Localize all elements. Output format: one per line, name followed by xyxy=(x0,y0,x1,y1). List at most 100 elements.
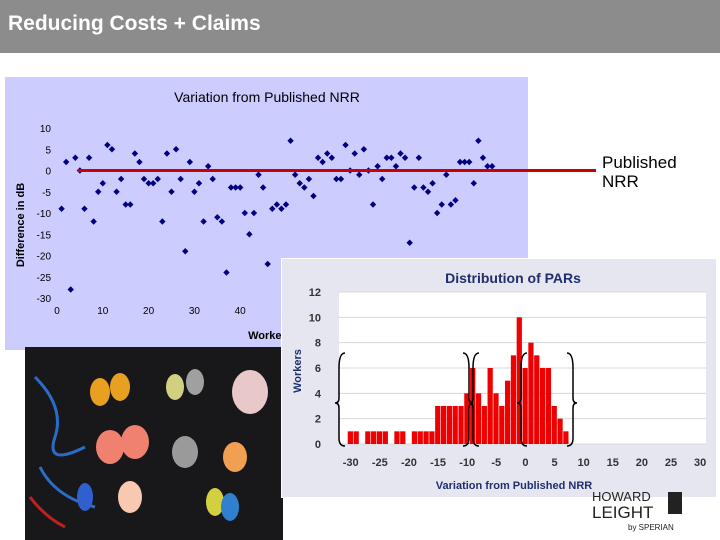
scatter-point xyxy=(214,214,221,221)
scatter-chart-title: Variation from Published NRR xyxy=(174,89,360,105)
distribution-bar xyxy=(382,431,388,444)
scatter-point xyxy=(218,218,226,225)
distribution-bar xyxy=(516,317,522,444)
distribution-bar xyxy=(417,431,423,444)
distribution-bar xyxy=(446,406,452,444)
left-brace xyxy=(334,352,346,447)
svg-text:by SPERIAN: by SPERIAN xyxy=(628,523,674,532)
distribution-bar xyxy=(475,393,482,444)
distribution-bar xyxy=(371,431,377,444)
scatter-x-tick-label: 10 xyxy=(97,306,109,317)
distribution-bar xyxy=(353,431,359,444)
distribution-bar xyxy=(534,355,540,444)
scatter-point xyxy=(246,231,253,238)
middle-right-brace xyxy=(468,352,480,447)
distribution-bar xyxy=(458,406,464,444)
scatter-point xyxy=(278,205,285,212)
distribution-bar xyxy=(394,431,400,444)
scatter-x-tick-label: 40 xyxy=(235,306,247,317)
distribution-y-tick-label: 10 xyxy=(309,312,321,324)
scatter-y-tick-label: 0 xyxy=(45,167,51,178)
scatter-point xyxy=(136,158,143,166)
scatter-y-axis-label: Difference in dB xyxy=(15,183,27,267)
scatter-y-tick-label: -25 xyxy=(37,273,52,284)
distribution-bar xyxy=(365,431,371,444)
distribution-y-tick-label: 12 xyxy=(309,287,321,299)
slide-title-bar: Reducing Costs + Claims xyxy=(0,0,720,53)
distribution-bar xyxy=(528,342,534,444)
scatter-point xyxy=(81,205,88,212)
scatter-point xyxy=(177,175,184,183)
distribution-bar xyxy=(505,380,511,444)
distribution-x-tick-label: -10 xyxy=(459,457,475,469)
scatter-x-tick-label: 20 xyxy=(143,306,155,317)
scatter-point xyxy=(269,205,276,212)
distribution-chart: Distribution of PARs Workers Variation f… xyxy=(281,258,717,498)
distribution-x-tick-label: 5 xyxy=(551,457,557,469)
distribution-bar xyxy=(347,431,353,444)
scatter-point xyxy=(172,146,180,153)
distribution-bar xyxy=(510,355,517,444)
scatter-point xyxy=(159,218,166,225)
distribution-y-axis-label: Workers xyxy=(292,349,304,393)
distribution-y-tick-label: 8 xyxy=(315,338,321,350)
scatter-point xyxy=(200,218,207,225)
distribution-x-tick-label: -30 xyxy=(343,457,359,469)
distribution-bar xyxy=(539,368,546,444)
distribution-bar xyxy=(551,406,557,444)
scatter-point xyxy=(241,209,248,217)
distribution-y-tick-label: 0 xyxy=(315,439,321,451)
scatter-point xyxy=(67,286,74,293)
earplugs-illustration xyxy=(25,347,283,540)
scatter-y-tick-label: 10 xyxy=(40,124,52,135)
distribution-bar xyxy=(545,368,552,444)
distribution-bar xyxy=(522,368,528,444)
slide-title: Reducing Costs + Claims xyxy=(8,12,261,35)
scatter-point xyxy=(62,158,70,166)
distribution-bar xyxy=(440,406,447,444)
scatter-point xyxy=(58,205,65,212)
scatter-y-tick-label: 5 xyxy=(45,145,51,156)
distribution-bar xyxy=(557,418,563,444)
scatter-point xyxy=(264,260,271,268)
distribution-bar xyxy=(487,368,493,444)
distribution-bar xyxy=(423,431,429,444)
distribution-chart-title: Distribution of PARs xyxy=(445,270,581,286)
scatter-point xyxy=(406,239,413,246)
scatter-point xyxy=(182,248,189,255)
distribution-bar xyxy=(400,431,406,444)
distribution-bar xyxy=(493,393,499,444)
scatter-point xyxy=(255,171,262,178)
distribution-x-tick-label: 25 xyxy=(665,457,677,469)
distribution-x-tick-label: 30 xyxy=(694,457,706,469)
distribution-x-tick-label: -15 xyxy=(430,457,446,469)
distribution-x-tick-label: 15 xyxy=(607,457,619,469)
svg-text:HOWARD: HOWARD xyxy=(592,489,651,504)
distribution-bar xyxy=(499,406,505,444)
distribution-x-tick-label: 20 xyxy=(636,457,648,469)
scatter-point xyxy=(237,184,244,191)
scatter-point xyxy=(209,175,216,183)
howard-leight-logo: HOWARD LEIGHT by SPERIAN xyxy=(592,489,682,532)
scatter-chart: Variation from Published NRR Difference … xyxy=(5,77,528,350)
scatter-y-tick-label: -30 xyxy=(37,294,52,305)
distribution-y-tick-label: 2 xyxy=(315,414,321,426)
distribution-y-tick-label: 4 xyxy=(315,388,322,400)
middle-left-brace xyxy=(462,352,474,447)
scatter-point xyxy=(204,163,212,170)
scatter-point xyxy=(433,209,441,217)
distribution-bar xyxy=(411,431,418,444)
scatter-point xyxy=(223,269,230,276)
scatter-point xyxy=(140,175,148,183)
distribution-x-tick-label: -5 xyxy=(491,457,501,469)
scatter-y-tick-label: -15 xyxy=(37,230,52,241)
scatter-point xyxy=(195,180,203,187)
svg-text:LEIGHT: LEIGHT xyxy=(592,503,653,522)
inner-brace xyxy=(516,352,528,447)
distribution-bar xyxy=(435,406,441,444)
scatter-x-tick-label: 30 xyxy=(189,306,201,317)
scatter-x-tick-label: 0 xyxy=(54,306,60,317)
scatter-y-tick-label: -20 xyxy=(37,252,52,263)
distribution-x-tick-label: 0 xyxy=(522,457,528,469)
earplugs-photo xyxy=(25,347,283,540)
